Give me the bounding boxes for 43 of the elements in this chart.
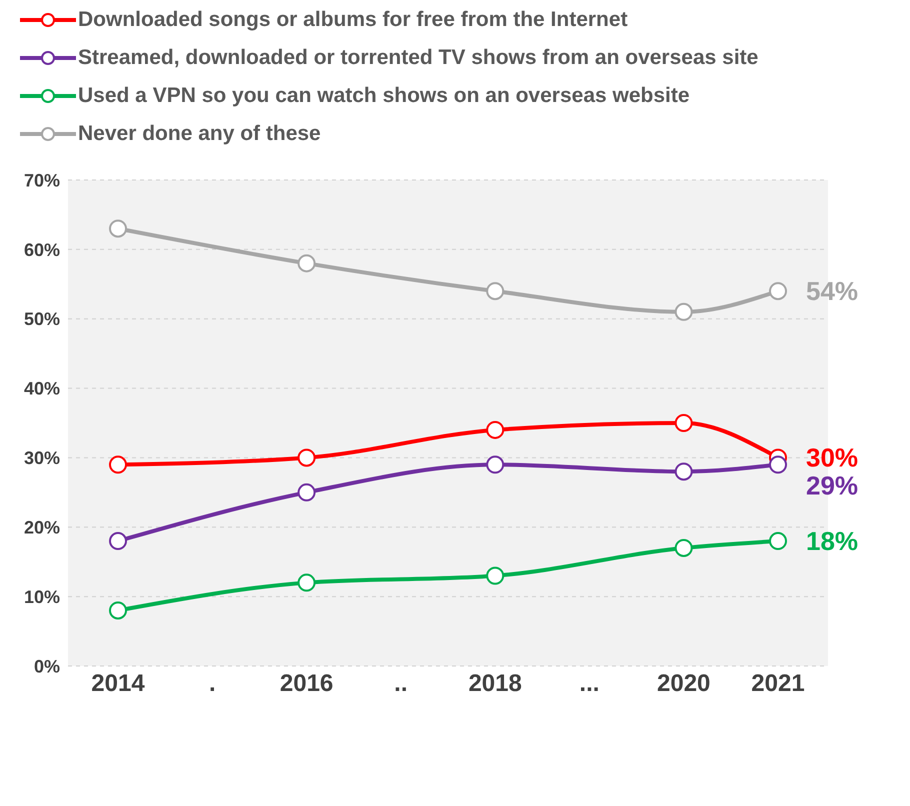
point: [109, 456, 127, 474]
point: [769, 532, 787, 550]
y-tick-label: 60%: [24, 240, 60, 260]
x-tick-label: ..: [394, 670, 408, 698]
point: [109, 532, 127, 550]
point: [486, 566, 504, 585]
y-tick-label: 10%: [24, 586, 60, 607]
x-tick-label: 2020: [657, 670, 710, 698]
data-label: 29%: [806, 470, 858, 501]
point: [486, 456, 504, 474]
legend-label: Used a VPN so you can watch shows on an overseas website: [78, 84, 690, 108]
data-label: 18%: [806, 526, 858, 556]
legend-label: Downloaded songs or albums for free from the Internet: [78, 8, 628, 32]
point: [769, 282, 787, 300]
point: [298, 254, 316, 272]
point: [109, 220, 127, 238]
point: [674, 302, 693, 321]
x-tick-label: 2014: [91, 670, 146, 698]
y-tick-label: 0%: [34, 656, 60, 676]
y-tick-label: 30%: [24, 448, 60, 468]
legend-label: Never done any of these: [78, 122, 321, 146]
point: [486, 282, 504, 300]
data-label: 54%: [806, 276, 858, 306]
legend-label: Streamed, downloaded or torrented TV shows from an overseas site: [78, 46, 758, 70]
point: [298, 448, 316, 467]
y-tick-label: 20%: [24, 518, 60, 538]
point: [109, 601, 127, 620]
y-tick-label: 50%: [24, 309, 60, 330]
point: [298, 574, 316, 592]
point: [674, 414, 693, 432]
point: [674, 538, 693, 557]
point: [298, 483, 316, 502]
x-tick-label: 2016: [280, 670, 334, 698]
data-label: 30%: [806, 442, 858, 473]
point: [674, 462, 693, 481]
y-tick-label: 70%: [24, 170, 60, 190]
point: [486, 420, 504, 439]
x-tick-label: .: [208, 670, 216, 698]
y-tick-label: 40%: [24, 378, 60, 399]
point: [769, 456, 787, 474]
x-tick-label: ...: [579, 670, 600, 698]
x-tick-label: 2018: [468, 670, 522, 698]
x-tick-label: 2021: [751, 670, 805, 698]
